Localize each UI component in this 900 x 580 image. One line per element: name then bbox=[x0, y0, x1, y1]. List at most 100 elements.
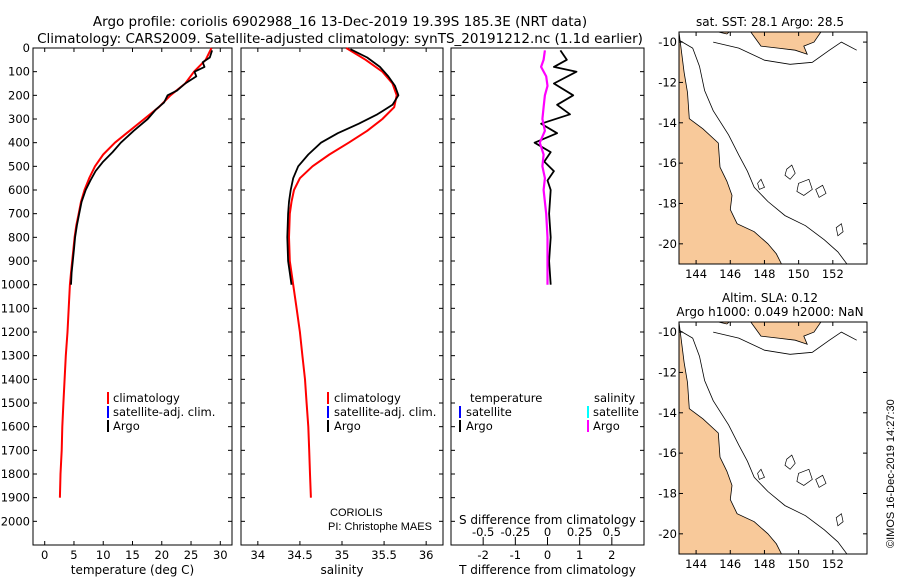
x-tick-label: 35.5 bbox=[371, 548, 397, 562]
depth-contour bbox=[679, 329, 848, 554]
x-tick-label: 20 bbox=[154, 548, 169, 562]
lat-tick-label: -10 bbox=[658, 35, 677, 49]
reef-outline bbox=[784, 454, 796, 470]
lon-tick-label: 144 bbox=[685, 267, 707, 281]
salinity-legend: climatology satellite-adj. clim. Argo CO… bbox=[327, 391, 436, 533]
reef-outline bbox=[835, 223, 844, 237]
lat-tick-label: -12 bbox=[658, 75, 677, 89]
map-frame bbox=[678, 321, 868, 555]
reef-outline bbox=[784, 164, 796, 180]
lon-tick-label: 146 bbox=[719, 557, 741, 571]
x2-tick-label: -0.25 bbox=[500, 525, 530, 539]
legend-satellite-label: satellite-adj. clim. bbox=[113, 405, 215, 419]
legend-t-argo-label: Argo bbox=[466, 419, 493, 433]
lat-tick-label: -14 bbox=[658, 116, 677, 130]
x-tick-label: 1 bbox=[576, 548, 583, 562]
x-axis-label: T difference from climatology bbox=[458, 563, 636, 577]
lat-tick-label: -12 bbox=[658, 365, 677, 379]
title-line-1: Argo profile: coriolis 6902988_16 13-Dec… bbox=[93, 14, 587, 30]
legend-s-argo-label: Argo bbox=[593, 419, 620, 433]
x-tick-label: 5 bbox=[70, 548, 77, 562]
salinity-argo-series bbox=[538, 50, 549, 285]
lon-tick-label: 146 bbox=[719, 267, 741, 281]
y-tick-label: 1500 bbox=[1, 396, 30, 410]
y-tick-label: 1900 bbox=[1, 491, 30, 505]
y-tick-label: 800 bbox=[8, 230, 30, 244]
x-tick-label: 10 bbox=[96, 548, 111, 562]
reef-outline bbox=[835, 513, 844, 527]
lon-tick-label: 150 bbox=[788, 267, 810, 281]
x-tick-label: 30 bbox=[213, 548, 228, 562]
y-tick-label: 1300 bbox=[1, 349, 30, 363]
new-guinea-landmass bbox=[717, 322, 822, 345]
australia-landmass bbox=[679, 32, 782, 264]
y-tick-label: 1000 bbox=[1, 278, 30, 292]
pi-label: PI: Christophe MAES bbox=[328, 521, 432, 533]
australia-landmass bbox=[679, 322, 782, 554]
temperature-panel: 0100200300400500600700800900100011001200… bbox=[1, 41, 233, 577]
temperature-legend: climatology satellite-adj. clim. Argo bbox=[107, 391, 215, 433]
sla-map: 144 146 148 150 152 -10 -12 -14 -16 -18 -20 bbox=[658, 321, 868, 571]
reef-outline bbox=[757, 468, 765, 480]
lat-tick-label: -16 bbox=[658, 446, 677, 460]
lat-tick-label: -16 bbox=[658, 156, 677, 170]
lon-tick-label: 144 bbox=[685, 557, 707, 571]
y-tick-label: 200 bbox=[8, 88, 30, 102]
plot-frame bbox=[32, 47, 233, 546]
lat-tick-label: -18 bbox=[658, 196, 677, 210]
temperature-argo-series bbox=[533, 49, 578, 285]
x-tick-label: 25 bbox=[184, 548, 199, 562]
difference-panel: -2 -1 0 1 2 -0.5 -0.25 0 0.25 0.5S difference fro… bbox=[450, 47, 645, 577]
depth-contour bbox=[679, 39, 848, 264]
sst-map: 144 146 148 150 152 -10 -12 -14 -16 -18 -20 bbox=[658, 31, 868, 281]
legend-climatology-label: climatology bbox=[113, 391, 180, 405]
lat-tick-label: -14 bbox=[658, 406, 677, 420]
y-tick-label: 1600 bbox=[1, 420, 30, 434]
legend-s-satellite-label: satellite bbox=[593, 405, 639, 419]
x-axis-label: salinity bbox=[320, 563, 363, 577]
legend-argo-label: Argo bbox=[334, 419, 361, 433]
reef-outline bbox=[815, 184, 827, 198]
legend-satellite-label: satellite-adj. clim. bbox=[334, 405, 436, 419]
lon-tick-label: 148 bbox=[753, 557, 775, 571]
argo-series bbox=[70, 50, 213, 285]
x-axis-label: temperature (deg C) bbox=[71, 563, 194, 577]
x-tick-label: -1 bbox=[510, 548, 521, 562]
watermark: ©IMOS 16-Dec-2019 14:27:30 bbox=[885, 399, 897, 548]
x2-tick-label: -0.5 bbox=[472, 525, 494, 539]
reef-outline bbox=[796, 178, 813, 196]
x-tick-label: 34 bbox=[251, 548, 266, 562]
legend-argo-label: Argo bbox=[113, 419, 140, 433]
reef-outline bbox=[757, 178, 765, 190]
depth-contour bbox=[713, 331, 857, 355]
x2-tick-label: 0.5 bbox=[603, 525, 621, 539]
lon-tick-label: 148 bbox=[753, 267, 775, 281]
agency-label: CORIOLIS bbox=[330, 507, 383, 519]
lat-tick-label: -20 bbox=[658, 527, 677, 541]
y-tick-label: 1800 bbox=[1, 467, 30, 481]
legend-climatology-label: climatology bbox=[334, 391, 401, 405]
argo-series bbox=[286, 48, 400, 285]
reef-outline bbox=[815, 474, 827, 488]
lon-tick-label: 152 bbox=[822, 267, 844, 281]
lon-tick-label: 150 bbox=[788, 557, 810, 571]
y-tick-label: 1100 bbox=[1, 301, 30, 315]
y-tick-label: 500 bbox=[8, 159, 30, 173]
y-tick-label: 700 bbox=[8, 207, 30, 221]
y-tick-label: 1700 bbox=[1, 443, 30, 457]
y-tick-label: 400 bbox=[8, 136, 30, 150]
lat-tick-label: -18 bbox=[658, 486, 677, 500]
lon-tick-label: 152 bbox=[822, 557, 844, 571]
lat-tick-label: -10 bbox=[658, 325, 677, 339]
sst-map-title: sat. SST: 28.1 Argo: 28.5 bbox=[696, 15, 844, 29]
x-tick-label: 36 bbox=[419, 548, 434, 562]
x-tick-label: -2 bbox=[477, 548, 488, 562]
salinity-panel: 34 34.5 35 35.5 36 salinity bbox=[240, 47, 444, 577]
reef-outline bbox=[796, 468, 813, 486]
map-frame bbox=[678, 31, 868, 265]
difference-legend: temperature satellite Argo salinity sate… bbox=[459, 391, 639, 433]
x2-axis-label: S difference from climatology bbox=[459, 513, 636, 527]
y-tick-label: 600 bbox=[8, 183, 30, 197]
y-tick-label: 0 bbox=[23, 41, 30, 55]
